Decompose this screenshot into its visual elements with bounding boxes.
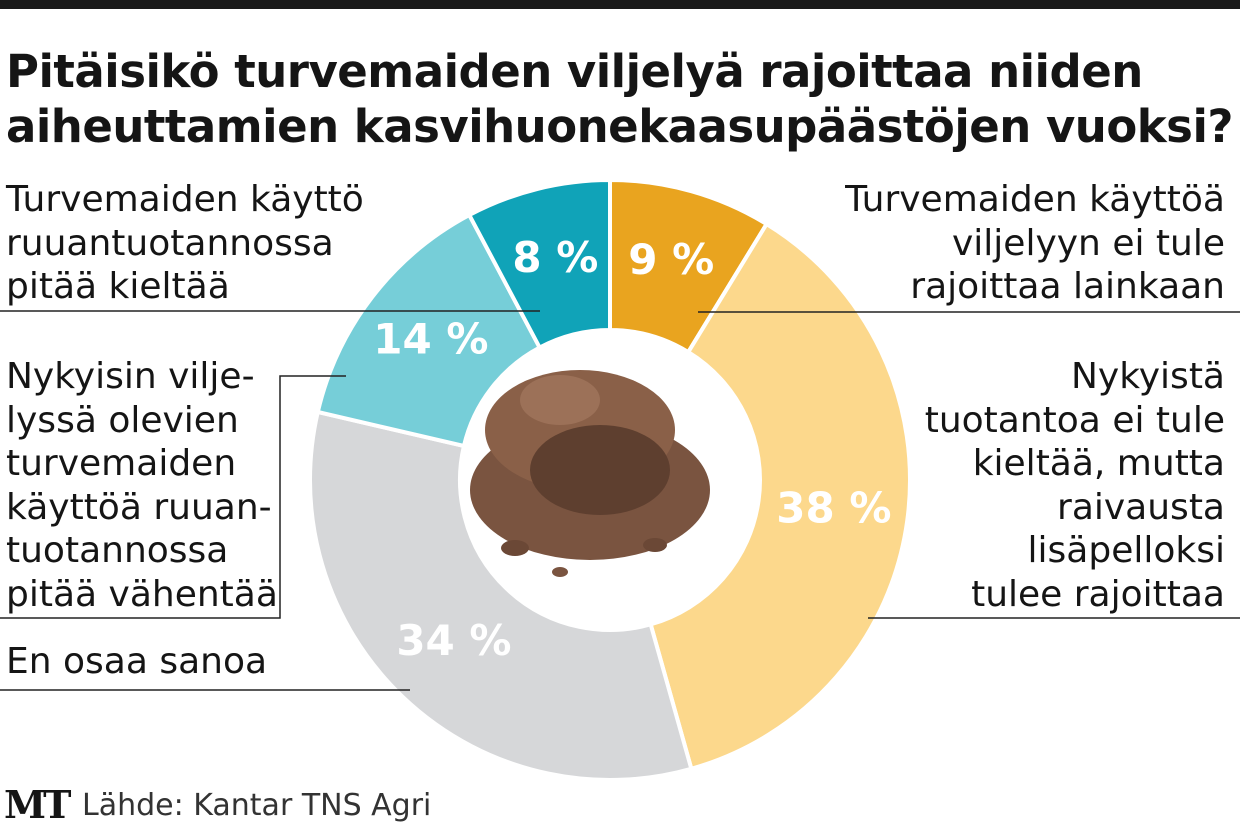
category-label: Turvemaiden käyttöä viljelyyn ei tule ra… bbox=[845, 179, 1225, 307]
peat-image bbox=[470, 370, 710, 577]
category-label: Nykyisin vilje- lyssä olevien turvemaide… bbox=[6, 356, 278, 615]
value-label: 38 % bbox=[776, 483, 891, 532]
category-label: En osaa sanoa bbox=[6, 641, 268, 682]
category-label: Turvemaiden käyttö ruuantuotannossa pitä… bbox=[6, 179, 364, 307]
value-label: 9 % bbox=[628, 235, 714, 284]
top-bar bbox=[0, 0, 1240, 9]
logo: MT bbox=[4, 782, 71, 827]
donut bbox=[308, 177, 912, 782]
source: Lähde: Kantar TNS Agri bbox=[82, 788, 432, 823]
value-label: 14 % bbox=[373, 315, 488, 364]
value-label: 8 % bbox=[512, 233, 598, 282]
leader-lines bbox=[0, 310, 1240, 691]
chart-title: Pitäisikö turvemaiden viljelyä rajoittaa… bbox=[6, 45, 1234, 153]
category-label: Nykyistä tuotantoa ei tule kieltää, mutt… bbox=[924, 356, 1225, 615]
donut-slice bbox=[466, 177, 612, 351]
value-label: 34 % bbox=[396, 616, 511, 665]
donut-slice bbox=[648, 221, 912, 772]
donut-slice bbox=[308, 409, 694, 782]
donut-slice bbox=[315, 212, 543, 449]
